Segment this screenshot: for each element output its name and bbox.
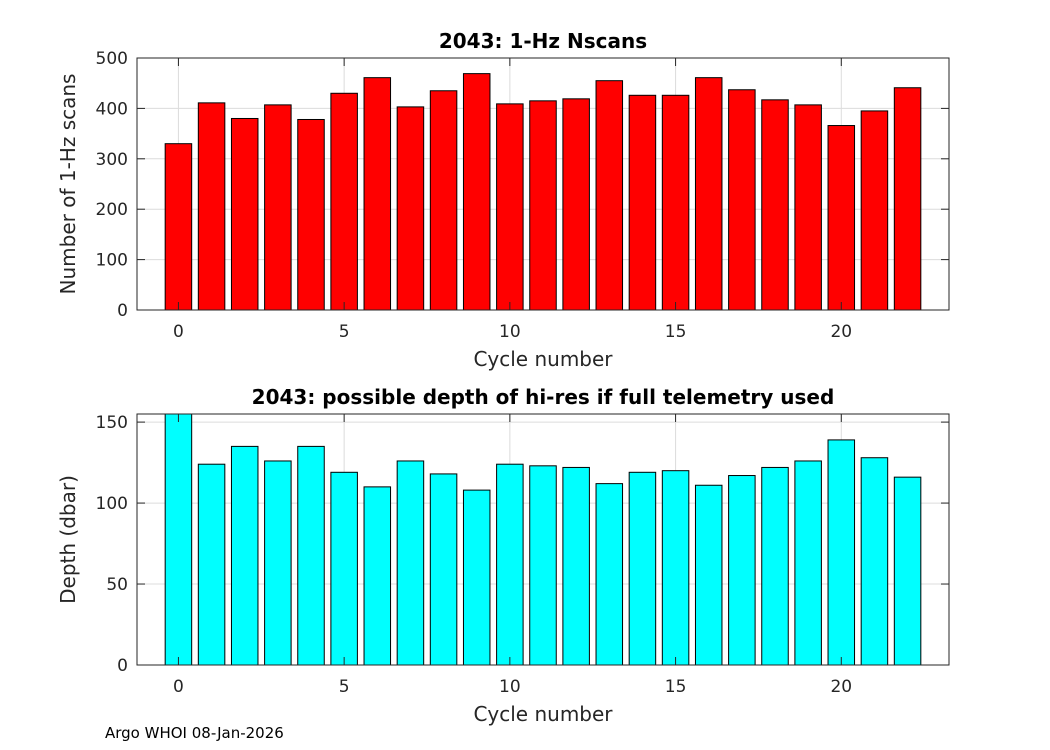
panel1-ytick-label: 200 [96,200,128,220]
panel1-bar [893,87,922,311]
panel2-bar [595,483,624,666]
panel1-bar [197,102,226,311]
panel1-bar [694,77,723,311]
panel2-bar [363,486,392,666]
panel2-ytick-label: 0 [117,656,128,676]
panel2-bar [661,470,690,666]
panel1-bar [496,103,524,311]
panel1-bar [661,94,690,311]
panel2-bar [794,460,822,666]
panel2-xtick-label: 20 [830,677,852,697]
panel2-bar [827,439,856,666]
panel2-bar [330,471,358,666]
panel2-ytick-label: 50 [106,575,128,595]
panel2-bar [562,466,590,666]
panel1-ytick-label: 0 [117,301,128,321]
panel2-bar [164,413,193,666]
panel2-bar [529,465,557,666]
panel1-xtick-label: 5 [339,322,350,342]
panel2-title: 2043: possible depth of hi-res if full t… [252,385,835,409]
panel1-bar [429,90,458,311]
panel2-bar [197,463,226,666]
panel1-ytick-label: 400 [96,99,128,119]
panel1-bar [264,104,292,311]
panel1-ytick-label: 100 [96,251,128,271]
panel2-axes-frame [136,413,950,666]
panel1-bar [396,106,425,311]
panel1-bar [860,110,889,311]
panel2-bar [230,445,259,666]
panel1-bar [230,117,259,311]
panel2-xtick-label: 10 [499,677,521,697]
panel2-bar [860,457,889,666]
panel1-ytick-label: 500 [96,49,128,69]
panel1-xtick-label: 0 [173,322,184,342]
panel2-bar [297,445,325,666]
panel2-xtick-label: 15 [665,677,687,697]
panel2-bar [628,471,657,666]
panel1-bar [761,99,789,311]
panel1-bar [827,125,856,311]
panel2-bar [893,476,922,666]
footer-credit: Argo WHOI 08-Jan-2026 [105,724,284,742]
panel1-ylabel: Number of 1-Hz scans [56,74,80,295]
panel1-bar [330,92,358,311]
panel1-xlabel: Cycle number [473,347,613,371]
panel1-bar [529,100,557,311]
panel1-bar [595,80,624,311]
panel2-xtick-label: 0 [173,677,184,697]
panel2-ytick-label: 150 [96,413,128,433]
panel2-bar [728,475,756,666]
panel2-bar [462,489,491,666]
panel1-title: 2043: 1-Hz Nscans [439,29,647,53]
panel1-bar [462,73,491,311]
panel2-xtick-label: 5 [339,677,350,697]
panel1-bar [794,104,822,311]
panel2-bar [496,463,524,666]
panel2-bar [396,460,425,666]
panel1-xtick-label: 10 [499,322,521,342]
panel1-bar [728,89,756,311]
panel2-xlabel: Cycle number [473,702,613,726]
panel1-bar [562,98,590,311]
panel1-ytick-label: 300 [96,150,128,170]
panel1-xtick-label: 20 [830,322,852,342]
panel2-bar [264,460,292,666]
panel1-xtick-label: 15 [665,322,687,342]
panel1-bar [164,143,193,311]
panel2-ylabel: Depth (dbar) [56,475,80,604]
panel2-bar [694,484,723,666]
panel1-axes-frame [136,57,950,311]
panel1-bar [363,77,392,311]
panel2-bar [761,466,789,666]
panel1-bar [297,118,325,311]
panel1-bar [628,94,657,311]
panel2-ytick-label: 100 [96,494,128,514]
panel2-bar [429,473,458,666]
